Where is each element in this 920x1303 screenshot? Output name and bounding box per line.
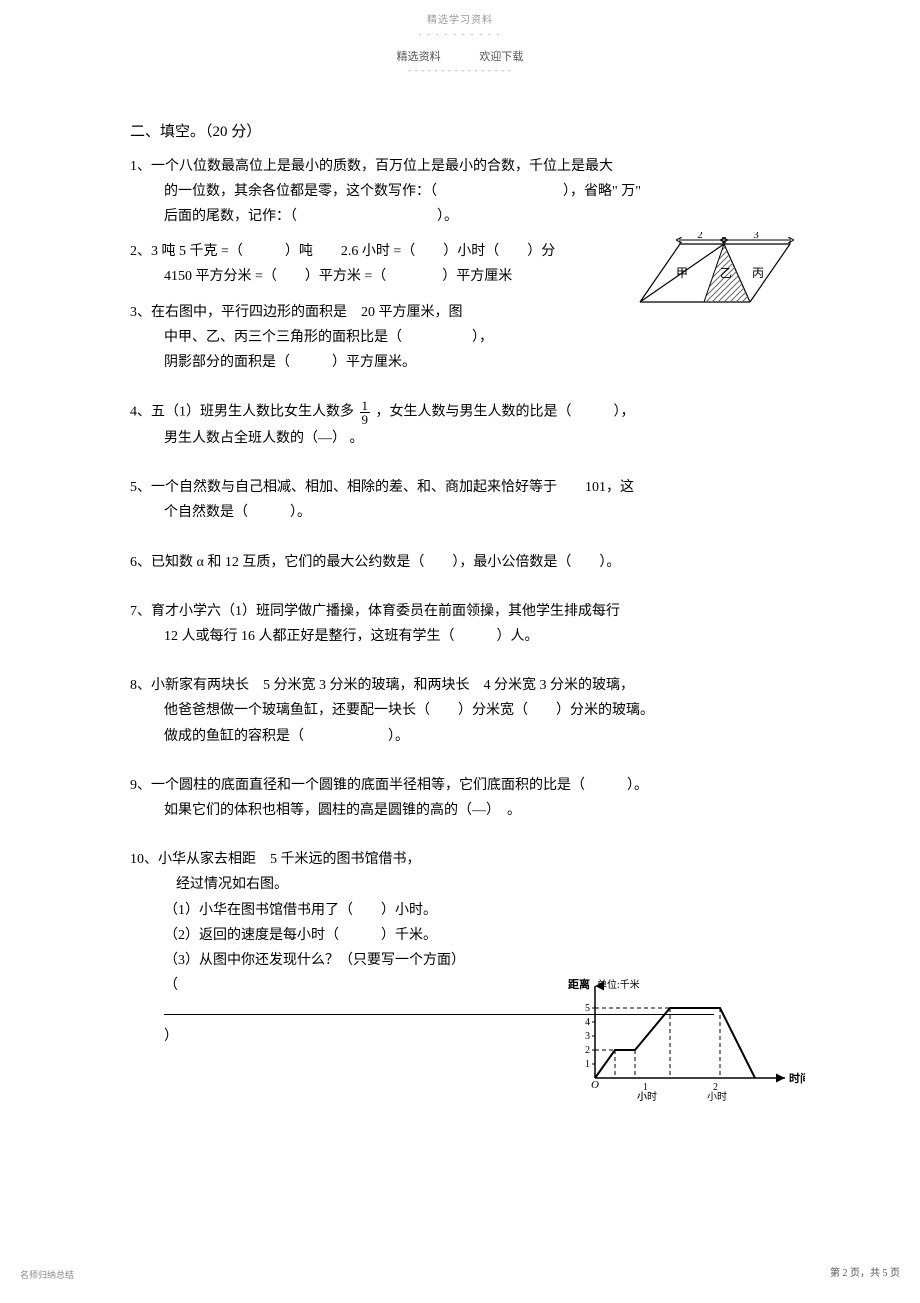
q8-line2: 他爸爸想做一个玻璃鱼缸，还要配一块长（ ）分米宽（ ）分米的玻璃。 [130,698,790,723]
question-7: 7、育才小学六（1）班同学做广播操，体育委员在前面领操，其他学生排成每行 12 … [130,599,790,649]
svg-text:小时: 小时 [707,1091,727,1103]
answer-underline [164,998,714,1015]
q2-line2: 4150 平方分米 =（ ）平方米 =（ ）平方厘米 [130,264,790,289]
frac-denominator: 9 [360,413,371,426]
q4-l1a: 4、五（1）班男生人数比女生人数多 [130,405,354,420]
question-6: 6、已知数 α 和 12 互质，它们的最大公约数是（ ），最小公倍数是（ ）。 [130,550,790,575]
fraction-1-9: 1 9 [360,399,371,426]
q6-line1: 6、已知数 α 和 12 互质，它们的最大公约数是（ ），最小公倍数是（ ）。 [130,550,790,575]
q3-line3: 阴影部分的面积是（ ）平方厘米。 [130,350,590,375]
svg-text:小时: 小时 [637,1091,657,1103]
q10-line2: 经过情况如右图。 [130,872,530,897]
header-dash: - - - - - - - - - - - - - - - - [0,64,920,78]
q1-line3: 后面的尾数，记作：（ ）。 [130,204,790,229]
q7-line2: 12 人或每行 16 人都正好是整行，这班有学生（ ）人。 [130,624,790,649]
question-5: 5、一个自然数与自己相减、相加、相除的差、和、商加起来恰好等于 101，这 个自… [130,475,790,525]
q3-line1: 3、在右图中，平行四边形的面积是 20 平方厘米，图 [130,300,590,325]
question-3: 3、在右图中，平行四边形的面积是 20 平方厘米，图 中甲、乙、丙三个三角形的面… [130,300,790,376]
section-title: 二、填空。（20 分） [130,119,790,146]
header-top-text: 精选学习资料 [0,0,920,30]
svg-text:O: O [591,1079,599,1091]
q10-line3: （1）小华在图书馆借书用了（ ）小时。 [130,898,530,923]
footer-right: 第 2 页，共 5 页 [830,1265,900,1283]
question-4: 4、五（1）班男生人数比女生人数多 1 9 ，女生人数与男生人数的比是（ ）， … [130,399,790,451]
q5-line2: 个自然数是（ ）。 [130,500,790,525]
header-dots: - - - - - - - - - - [0,28,920,42]
q8-line3: 做成的鱼缸的容积是（ ）。 [130,724,790,749]
question-10: 10、小华从家去相距 5 千米远的图书馆借书， 经过情况如右图。 （1）小华在图… [130,847,790,1049]
q1-line1: 1、一个八位数最高位上是最小的质数，百万位上是最小的合数，千位上是最大 [130,154,790,179]
header-sub-left: 精选资料 [397,51,441,63]
q10-l6b: ） [164,1029,178,1044]
q10-line6: （ ） [130,973,530,1049]
q7-line1: 7、育才小学六（1）班同学做广播操，体育委员在前面领操，其他学生排成每行 [130,599,790,624]
q4-l1b: ，女生人数与男生人数的比是（ ）， [376,405,635,420]
q8-line1: 8、小新家有两块长 5 分米宽 3 分米的玻璃，和两块长 4 分米宽 3 分米的… [130,673,790,698]
q9-line2: 如果它们的体积也相等，圆柱的高是圆锥的高的（—） 。 [130,798,790,823]
question-1: 1、一个八位数最高位上是最小的质数，百万位上是最小的合数，千位上是最大 的一位数… [130,154,790,230]
q10-line1: 10、小华从家去相距 5 千米远的图书馆借书， [130,847,530,872]
question-2: 2、3 吨 5 千克 =（ ）吨 2.6 小时 =（ ）小时（ ）分 4150 … [130,239,790,289]
svg-text:时间: 时间 [789,1071,805,1085]
header-sub-right: 欢迎下载 [479,51,523,63]
q10-line5: （3）从图中你还发现什么？（只要写一个方面） [130,948,530,973]
question-8: 8、小新家有两块长 5 分米宽 3 分米的玻璃，和两块长 4 分米宽 3 分米的… [130,673,790,749]
q2-line1: 2、3 吨 5 千克 =（ ）吨 2.6 小时 =（ ）小时（ ）分 [130,239,790,264]
q10-line4: （2）返回的速度是每小时（ ）千米。 [130,923,530,948]
question-9: 9、一个圆柱的底面直径和一个圆锥的底面半径相等，它们底面积的比是（ ）。 如果它… [130,773,790,823]
frac-numerator: 1 [360,399,371,413]
q10-l6a: （ [164,978,178,993]
footer-left: 名师归纳总结 [20,1267,74,1283]
q4-line1: 4、五（1）班男生人数比女生人数多 1 9 ，女生人数与男生人数的比是（ ）， [130,399,790,426]
q1-line2: 的一位数，其余各位都是零，这个数写作：（ ），省略" 万" [130,179,790,204]
svg-text:1: 1 [585,1059,590,1070]
q3-line2: 中甲、乙、丙三个三角形的面积比是（ ）， [130,325,590,350]
q9-line1: 9、一个圆柱的底面直径和一个圆锥的底面半径相等，它们底面积的比是（ ）。 [130,773,790,798]
q4-line2: 男生人数占全班人数的（—） 。 [130,426,790,451]
q5-line1: 5、一个自然数与自己相减、相加、相除的差、和、商加起来恰好等于 101，这 [130,475,790,500]
